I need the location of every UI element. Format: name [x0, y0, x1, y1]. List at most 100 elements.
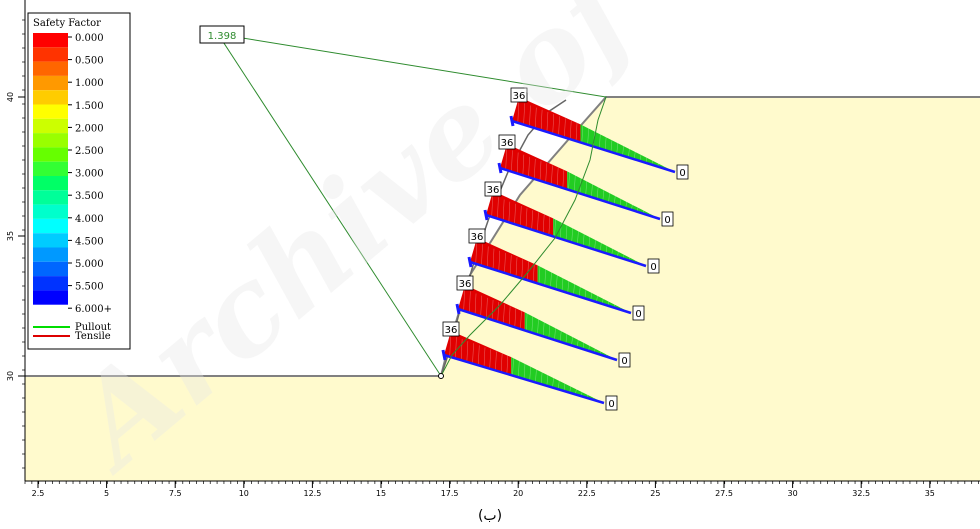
- x-tick-label: 12.5: [303, 489, 321, 498]
- x-tick-label: 20: [513, 489, 523, 498]
- legend-label: 3.000: [75, 169, 104, 180]
- legend-label: 0.500: [75, 56, 104, 67]
- anchor-head-value: 36: [471, 232, 484, 243]
- anchor-tensile-band: [512, 97, 581, 143]
- anchor-bar: [457, 307, 618, 362]
- legend-label: 1.500: [75, 101, 104, 112]
- anchor-head-plate: [441, 349, 447, 361]
- anchors-group: 36 0 36 0 36 0 36 0 36 0 36 0: [441, 87, 689, 411]
- anchor-pullout-wedge: [567, 171, 660, 219]
- anchor: 36 0: [483, 181, 660, 274]
- anchor-tail-value: 0: [679, 168, 685, 179]
- x-tick-label: 22.5: [578, 489, 596, 498]
- legend-title: Safety Factor: [33, 18, 101, 29]
- legend-swatch: [33, 161, 68, 176]
- legend-line-label: Tensile: [75, 331, 111, 342]
- x-tick-label: 27.5: [715, 489, 733, 498]
- anchor-bar: [485, 213, 647, 268]
- legend-label: 5.500: [75, 282, 104, 293]
- legend-swatch: [33, 133, 68, 148]
- anchor-head-value: 36: [445, 325, 458, 336]
- anchor: 36 0: [455, 275, 631, 368]
- anchor-pullout-wedge: [511, 357, 604, 403]
- anchor-tensile-band: [486, 191, 554, 237]
- legend-label: 0.000: [75, 33, 104, 44]
- legend-swatch: [33, 204, 68, 219]
- legend-swatch: [33, 33, 68, 48]
- x-tick-label: 17.5: [441, 489, 459, 498]
- anchor-pullout-wedge: [537, 265, 631, 313]
- slip-surface-line: [216, 33, 607, 377]
- legend-label: 3.500: [75, 191, 104, 202]
- anchor-bar: [499, 166, 661, 221]
- x-tick-label: 32.5: [852, 489, 870, 498]
- anchor-tensile-band: [470, 238, 538, 284]
- slip-surface: 1.398: [199, 25, 607, 379]
- legend-label: 5.000: [75, 259, 104, 270]
- slip-factor-label: 1.398: [208, 31, 237, 42]
- anchor-tensile-band: [500, 144, 568, 190]
- anchor-head-value: 36: [501, 138, 514, 149]
- slip-factor-box: [199, 25, 245, 44]
- anchor-tensile-band: [444, 331, 512, 376]
- anchor-tensile-band: [458, 285, 525, 331]
- legend-swatch: [33, 261, 68, 277]
- legend-swatch: [33, 47, 68, 62]
- anchor-head-plate: [467, 256, 473, 268]
- legend-label: 1.000: [75, 78, 104, 89]
- legend-label: 2.000: [75, 123, 104, 134]
- legend-swatch: [33, 190, 68, 205]
- legend-swatch: [33, 75, 68, 91]
- legend-swatch: [33, 233, 68, 248]
- slip-center-point: [438, 373, 444, 379]
- anchor: 36 0: [509, 87, 689, 180]
- anchor: 36 0: [497, 134, 674, 227]
- figure-caption: (ب): [477, 508, 503, 524]
- legend-label: 4.000: [75, 214, 104, 225]
- legend-swatch: [33, 290, 68, 305]
- anchor-pullout-wedge: [524, 312, 617, 360]
- legend-swatch: [33, 176, 68, 191]
- x-tick-label: 30: [788, 489, 798, 498]
- anchor-head-plate: [497, 162, 503, 174]
- anchor-head-value: 36: [487, 185, 500, 196]
- legend-swatch: [33, 90, 68, 105]
- anchor-bar: [443, 353, 605, 405]
- anchor-tail-value: 0: [650, 262, 656, 273]
- anchor-bar: [511, 119, 676, 174]
- anchor-head-value: 36: [513, 91, 526, 102]
- legend-swatch: [33, 247, 68, 262]
- anchor-tail-value: 0: [608, 399, 614, 410]
- anchor: 36 0: [441, 321, 618, 411]
- legend-line-label: Pullout: [75, 322, 111, 333]
- anchor-head-plate: [455, 303, 461, 315]
- legend-swatch: [33, 147, 68, 162]
- x-tick-label: 35: [925, 489, 935, 498]
- x-tick-label: 7.5: [169, 489, 182, 498]
- anchor-tail-value: 0: [664, 215, 670, 226]
- anchor-head-plate: [509, 115, 515, 127]
- y-axis: 40 35 30: [6, 0, 26, 481]
- x-tick-label: 10: [239, 489, 249, 498]
- soil-region: [25, 97, 980, 481]
- legend-swatch: [33, 61, 68, 76]
- anchor-tail-value: 0: [635, 309, 641, 320]
- y-tick-label: 30: [6, 371, 15, 381]
- x-tick-label: 2.5: [32, 489, 45, 498]
- legend-label: 4.500: [75, 236, 104, 247]
- legend-swatch: [33, 104, 68, 119]
- anchor-pullout-wedge: [580, 124, 675, 172]
- legend-swatch: [33, 276, 68, 291]
- y-tick-label: 40: [6, 92, 15, 102]
- anchor-head-plate: [483, 209, 489, 221]
- anchor-tail-value: 0: [621, 356, 627, 367]
- x-axis: 2.5 5 7.5 10 12.5 15 17.5 20 22.5 25 27.5 30 32.5 35: [24, 480, 980, 498]
- y-tick-label: 35: [6, 231, 15, 241]
- legend-swatch: [33, 118, 68, 134]
- x-tick-label: 5: [104, 489, 109, 498]
- anchor-head-value: 36: [459, 279, 472, 290]
- legend-label: 2.500: [75, 146, 104, 157]
- legend-label: 6.000+: [75, 304, 112, 315]
- legend: Safety Factor 0.000 0.500 1.000 1.500 2.000 2…: [27, 12, 131, 350]
